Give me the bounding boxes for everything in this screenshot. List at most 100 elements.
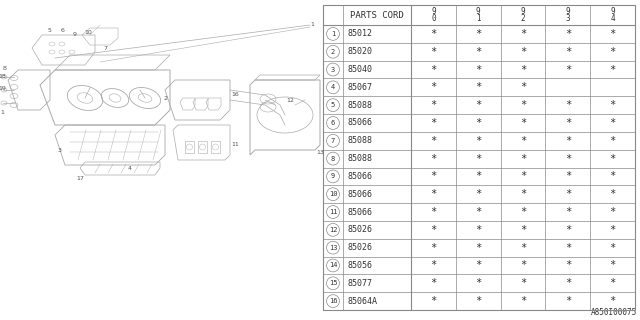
Text: 85056: 85056: [347, 261, 372, 270]
Text: 8: 8: [3, 66, 7, 70]
Text: *: *: [564, 225, 571, 235]
Text: *: *: [609, 207, 616, 217]
Text: *: *: [430, 65, 436, 75]
Bar: [211, 141, 220, 153]
Text: 85088: 85088: [347, 136, 372, 145]
Text: 85026: 85026: [347, 243, 372, 252]
Text: *: *: [430, 136, 436, 146]
Text: *: *: [430, 207, 436, 217]
Text: *: *: [564, 136, 571, 146]
Text: *: *: [609, 296, 616, 306]
Text: 85066: 85066: [347, 208, 372, 217]
Text: *: *: [475, 278, 481, 288]
Text: 16: 16: [329, 298, 337, 304]
Text: 12: 12: [329, 227, 337, 233]
Text: 85064A: 85064A: [347, 297, 377, 306]
Text: 14: 14: [329, 262, 337, 268]
Text: 85088: 85088: [347, 101, 372, 110]
Text: *: *: [520, 136, 526, 146]
Text: 2: 2: [163, 95, 167, 100]
Text: *: *: [475, 154, 481, 164]
Text: 16: 16: [231, 92, 239, 98]
Text: *: *: [609, 278, 616, 288]
Text: *: *: [609, 172, 616, 181]
Text: 2: 2: [331, 49, 335, 55]
Text: 7: 7: [331, 138, 335, 144]
Text: 1: 1: [310, 22, 314, 28]
Text: *: *: [564, 172, 571, 181]
Text: *: *: [475, 100, 481, 110]
Text: 85020: 85020: [347, 47, 372, 56]
Text: *: *: [475, 118, 481, 128]
Text: *: *: [564, 207, 571, 217]
Text: *: *: [430, 225, 436, 235]
Text: 7: 7: [103, 45, 107, 51]
Text: *: *: [475, 47, 481, 57]
Text: *: *: [520, 225, 526, 235]
Text: *: *: [564, 278, 571, 288]
Text: 9: 9: [331, 173, 335, 180]
Text: A850I00075: A850I00075: [591, 308, 637, 317]
Text: *: *: [520, 118, 526, 128]
Text: *: *: [609, 118, 616, 128]
Text: *: *: [609, 243, 616, 253]
Text: *: *: [609, 154, 616, 164]
Text: 13: 13: [329, 245, 337, 251]
Text: 15: 15: [329, 280, 337, 286]
Text: 17: 17: [76, 175, 84, 180]
Text: 3: 3: [331, 67, 335, 73]
Text: *: *: [520, 207, 526, 217]
Text: *: *: [564, 296, 571, 306]
Text: 9
4: 9 4: [611, 7, 615, 23]
Bar: [323, 5, 635, 310]
Text: PARTS CORD: PARTS CORD: [350, 11, 404, 20]
Text: 85088: 85088: [347, 154, 372, 163]
Bar: [185, 141, 194, 153]
Text: *: *: [609, 100, 616, 110]
Text: 11: 11: [231, 142, 239, 148]
Text: *: *: [609, 225, 616, 235]
Text: *: *: [609, 29, 616, 39]
Text: *: *: [520, 29, 526, 39]
Text: *: *: [475, 189, 481, 199]
Text: *: *: [430, 278, 436, 288]
Text: *: *: [475, 136, 481, 146]
Text: *: *: [430, 260, 436, 270]
Text: 85012: 85012: [347, 29, 372, 38]
Text: *: *: [564, 189, 571, 199]
Text: *: *: [609, 47, 616, 57]
Text: 85066: 85066: [347, 172, 372, 181]
Text: *: *: [520, 243, 526, 253]
Text: 85026: 85026: [347, 225, 372, 234]
Text: 4: 4: [331, 84, 335, 90]
Bar: [198, 141, 207, 153]
Text: *: *: [430, 100, 436, 110]
Text: *: *: [520, 65, 526, 75]
Text: 6: 6: [61, 28, 65, 33]
Text: *: *: [475, 172, 481, 181]
Text: *: *: [564, 47, 571, 57]
Text: *: *: [430, 296, 436, 306]
Text: 5: 5: [48, 28, 52, 33]
Text: *: *: [564, 100, 571, 110]
Text: *: *: [430, 243, 436, 253]
Text: *: *: [520, 172, 526, 181]
Text: 13: 13: [316, 149, 324, 155]
Text: 10: 10: [329, 191, 337, 197]
Text: *: *: [609, 65, 616, 75]
Text: *: *: [475, 29, 481, 39]
Text: *: *: [520, 47, 526, 57]
Text: 6: 6: [331, 120, 335, 126]
Text: *: *: [430, 172, 436, 181]
Text: *: *: [430, 118, 436, 128]
Text: 4: 4: [128, 165, 132, 171]
Text: 9: 9: [73, 33, 77, 37]
Text: 9
3: 9 3: [566, 7, 570, 23]
Text: 3: 3: [58, 148, 62, 153]
Text: 19: 19: [0, 85, 6, 91]
Text: *: *: [475, 82, 481, 92]
Text: *: *: [475, 207, 481, 217]
Text: *: *: [520, 100, 526, 110]
Text: 11: 11: [329, 209, 337, 215]
Text: *: *: [609, 136, 616, 146]
